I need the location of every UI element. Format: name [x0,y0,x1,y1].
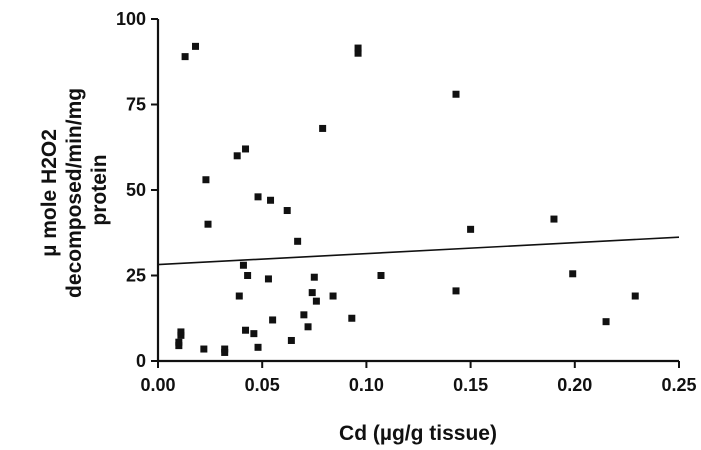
data-points [175,42,639,356]
data-point [310,273,318,281]
data-point [181,53,189,61]
data-point [283,207,291,215]
x-tick-label: 0.10 [349,375,384,395]
data-point [354,49,362,57]
x-tick-label: 0.25 [661,375,696,395]
y-axis-title: µ mole H2O2 decomposed/min/mg protein [38,82,111,298]
axes [156,19,679,363]
x-tick-label: 0.20 [557,375,592,395]
data-point [329,292,337,300]
y-axis-title-line-3: protein [88,154,111,225]
data-point [242,145,250,153]
data-point [239,261,247,269]
data-point [233,152,241,160]
data-point [452,90,460,98]
data-point [202,176,210,184]
data-point [319,124,327,132]
data-point [250,330,258,338]
regression-line [157,236,680,266]
data-point [452,287,460,295]
y-tick-label: 0 [136,351,146,371]
y-axis-title-line-1: µ mole H2O2 [38,129,61,257]
data-point [467,225,475,233]
x-axis-title: Cd (µg/g tissue) [339,422,497,445]
data-point [221,345,229,353]
data-point [569,270,577,278]
fit-line-group [157,236,680,266]
data-point [304,323,312,331]
data-point [175,338,183,346]
x-tick-label: 0.05 [245,375,280,395]
y-axis-title-line-2: decomposed/min/mg [63,88,86,298]
data-point [287,336,295,344]
x-tick-label: 0.15 [453,375,488,395]
data-point [602,318,610,326]
data-point [312,297,320,305]
data-point [235,292,243,300]
ticks: 0.00 0.05 0.10 0.15 0.20 0.25 0 25 50 75 100 [116,9,697,395]
data-point [254,343,262,351]
data-point [242,326,250,334]
data-point [254,193,262,201]
x-tick-label: 0.00 [140,375,175,395]
data-point [308,289,316,297]
data-point [300,311,308,319]
y-tick-label: 25 [126,266,146,286]
data-point [192,42,200,50]
data-point [294,237,302,245]
y-tick-label: 50 [126,180,146,200]
data-point [354,44,362,52]
data-point [269,316,277,324]
data-point [348,314,356,322]
y-tick-label: 75 [126,95,146,115]
data-point [267,196,275,204]
data-point [177,328,185,336]
data-point [244,272,252,279]
data-point [377,272,385,279]
data-point [200,345,208,353]
data-point [631,292,639,300]
data-point [264,275,272,283]
data-point [204,220,212,228]
y-tick-label: 100 [116,9,146,29]
data-point [550,215,558,223]
